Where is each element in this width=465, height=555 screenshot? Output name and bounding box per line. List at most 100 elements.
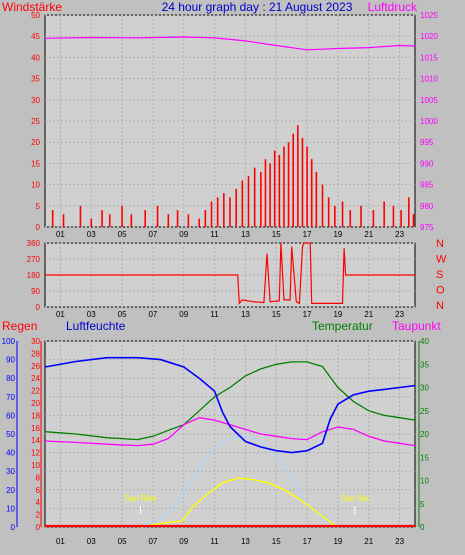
wind-tick-label: 50 xyxy=(31,11,40,20)
time-tick-label: 17 xyxy=(303,230,312,239)
rain-tick-label: 0 xyxy=(36,523,41,532)
time-tick-label: 19 xyxy=(333,230,342,239)
weather-series: Sun Rise Sun Set xyxy=(44,356,416,528)
dewpoint-axis-title: Taupunkt xyxy=(392,319,441,333)
time-tick-label: 07 xyxy=(148,230,157,239)
time-tick-label: 11 xyxy=(210,310,219,319)
humidity-tick-label: 60 xyxy=(6,411,15,420)
wind-axis-ticks: 0510152025303540455097598098599099510001… xyxy=(31,11,438,232)
time-tick-label: 21 xyxy=(364,230,373,239)
wind-tick-label: 10 xyxy=(31,181,40,190)
time-tick-label: 21 xyxy=(364,310,373,319)
wind-tick-label: 0 xyxy=(36,223,41,232)
time-tick-label: 23 xyxy=(395,537,404,546)
graph-title: 24 hour graph day : 21 August 2023 xyxy=(162,0,353,14)
humidity-tick-label: 10 xyxy=(6,504,15,513)
time-tick-label: 11 xyxy=(210,537,219,546)
sunrise-label: Sun Rise xyxy=(124,494,157,503)
rain-tick-label: 24 xyxy=(31,374,40,383)
time-tick-label: 11 xyxy=(210,230,219,239)
rain-tick-label: 22 xyxy=(31,387,40,396)
direction-tick-label: 360 xyxy=(27,239,41,248)
time-tick-label: 09 xyxy=(179,230,188,239)
temperature-tick-label: 0 xyxy=(420,523,425,532)
compass-label: S xyxy=(436,269,443,281)
time-tick-label: 01 xyxy=(56,310,65,319)
temperature-tick-label: 25 xyxy=(420,407,429,416)
humidity-tick-label: 0 xyxy=(11,523,16,532)
dewpoint-line xyxy=(44,417,416,447)
solar-line xyxy=(140,477,339,528)
direction-series xyxy=(45,242,415,305)
pressure-axis-title: Luftdruck xyxy=(368,0,418,14)
time-axis-ticks: 01 01 01 03 03 03 05 05 05 07 07 07 09 09 09 11 11 11 13 13… xyxy=(56,230,405,546)
rain-tick-label: 20 xyxy=(31,399,40,408)
pressure-line xyxy=(44,36,416,51)
wind-tick-label: 40 xyxy=(31,53,40,62)
wind-axis-title: Windstärke xyxy=(2,0,62,14)
humidity-tick-label: 40 xyxy=(6,449,15,458)
time-tick-label: 05 xyxy=(118,310,127,319)
rain-tick-label: 6 xyxy=(36,486,41,495)
temperature-axis-title: Temperatur xyxy=(312,319,373,333)
time-tick-label: 23 xyxy=(395,230,404,239)
compass-label: O xyxy=(436,285,445,297)
temperature-tick-label: 10 xyxy=(420,477,429,486)
time-tick-label: 19 xyxy=(333,310,342,319)
temperature-line xyxy=(44,361,416,441)
rain-tick-label: 2 xyxy=(36,511,41,520)
humidity-line xyxy=(44,356,416,454)
time-tick-label: 15 xyxy=(272,310,281,319)
humidity-tick-label: 70 xyxy=(6,393,15,402)
sunset-label: Sun Set xyxy=(341,494,370,503)
rain-tick-label: 30 xyxy=(31,337,40,346)
temperature-tick-label: 30 xyxy=(420,384,429,393)
direction-tick-label: 270 xyxy=(27,255,41,264)
time-tick-label: 03 xyxy=(87,537,96,546)
time-tick-label: 15 xyxy=(272,230,281,239)
uv-line xyxy=(140,435,339,528)
wind-series xyxy=(44,36,416,227)
rain-tick-label: 4 xyxy=(36,498,41,507)
rain-tick-label: 18 xyxy=(31,411,40,420)
pressure-tick-label: 1010 xyxy=(420,75,438,84)
time-tick-label: 23 xyxy=(395,310,404,319)
weather-axis-ticks: 0102030405060708090100024681012141618202… xyxy=(2,337,430,532)
temperature-tick-label: 20 xyxy=(420,430,429,439)
wind-tick-label: 20 xyxy=(31,138,40,147)
wind-tick-label: 25 xyxy=(31,117,40,126)
rain-tick-label: 10 xyxy=(31,461,40,470)
rain-axis-title: Regen xyxy=(2,319,37,333)
time-tick-label: 17 xyxy=(303,537,312,546)
wind-tick-label: 45 xyxy=(31,32,40,41)
time-tick-label: 03 xyxy=(87,230,96,239)
humidity-axis-title: Luftfeuchte xyxy=(66,319,126,333)
wind-tick-label: 5 xyxy=(36,202,41,211)
rain-tick-label: 12 xyxy=(31,449,40,458)
time-tick-label: 21 xyxy=(364,537,373,546)
time-tick-label: 07 xyxy=(148,537,157,546)
pressure-tick-label: 975 xyxy=(420,223,434,232)
time-tick-label: 05 xyxy=(118,537,127,546)
pressure-tick-label: 1000 xyxy=(420,117,438,126)
time-tick-label: 07 xyxy=(148,310,157,319)
wind-tick-label: 30 xyxy=(31,96,40,105)
temperature-tick-label: 35 xyxy=(420,360,429,369)
rain-tick-label: 14 xyxy=(31,436,40,445)
time-tick-label: 13 xyxy=(241,230,250,239)
time-tick-label: 13 xyxy=(241,310,250,319)
wind-tick-label: 15 xyxy=(31,159,40,168)
pressure-tick-label: 1015 xyxy=(420,53,438,62)
pressure-tick-label: 985 xyxy=(420,181,434,190)
humidity-tick-label: 90 xyxy=(6,356,15,365)
humidity-tick-label: 30 xyxy=(6,467,15,476)
wind-tick-label: 35 xyxy=(31,75,40,84)
temperature-tick-label: 40 xyxy=(420,337,429,346)
compass-label: N xyxy=(436,300,444,312)
time-tick-label: 03 xyxy=(87,310,96,319)
pressure-tick-label: 1025 xyxy=(420,11,438,20)
time-tick-label: 13 xyxy=(241,537,250,546)
time-tick-label: 15 xyxy=(272,537,281,546)
